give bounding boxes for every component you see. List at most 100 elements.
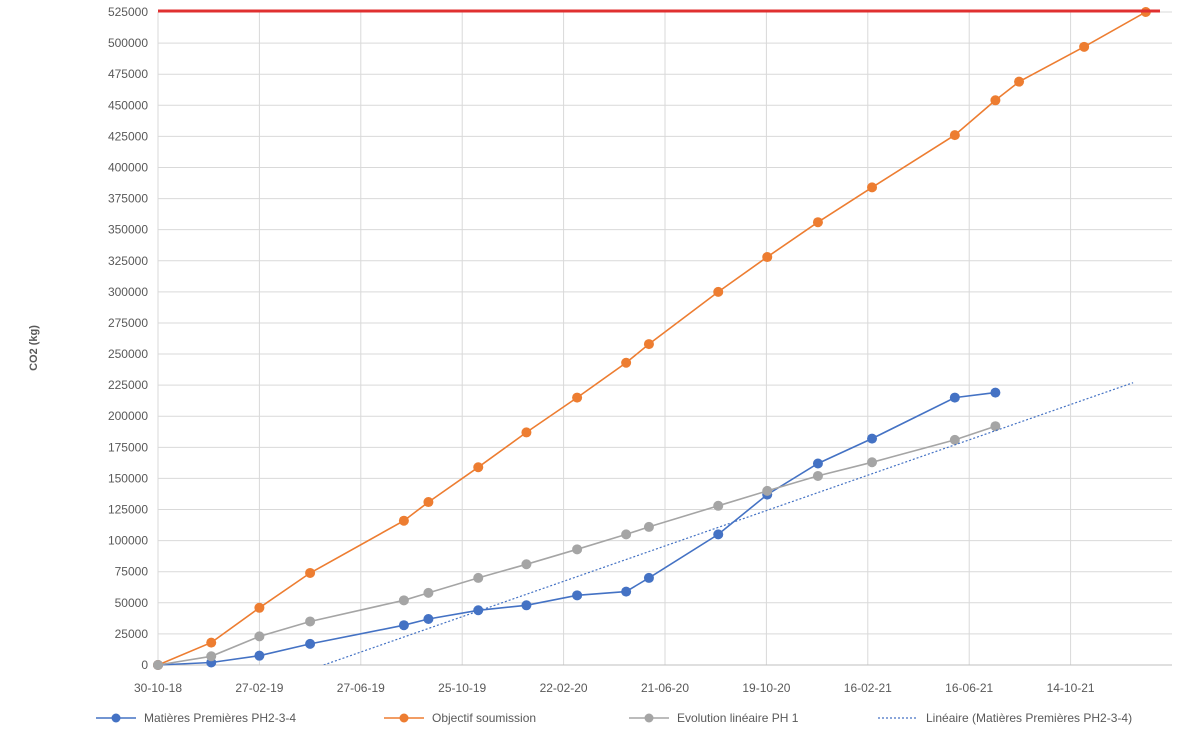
x-axis-tick-labels: 30-10-18 27-02-19 27-06-19 25-10-19 22-02-20… xyxy=(134,681,1095,695)
y-tick-label: 500000 xyxy=(108,36,148,50)
y-tick-label: 175000 xyxy=(108,440,148,454)
y-tick-label: 25000 xyxy=(115,627,149,641)
legend-label: Linéaire (Matières Premières PH2-3-4) xyxy=(926,711,1132,725)
data-point xyxy=(990,387,1001,398)
series-1 xyxy=(153,7,1151,670)
data-point xyxy=(949,392,960,403)
data-point xyxy=(949,130,960,141)
data-point xyxy=(812,217,823,228)
data-point xyxy=(1079,41,1090,52)
y-tick-label: 100000 xyxy=(108,534,148,548)
y-tick-label: 200000 xyxy=(108,409,148,423)
y-tick-label: 325000 xyxy=(108,254,148,268)
y-tick-label: 450000 xyxy=(108,98,148,112)
data-point xyxy=(423,587,434,598)
y-tick-label: 300000 xyxy=(108,285,148,299)
data-point xyxy=(473,462,484,473)
x-tick-label: 22-02-20 xyxy=(540,681,588,695)
legend-item: Linéaire (Matières Premières PH2-3-4) xyxy=(878,711,1132,725)
legend-marker xyxy=(111,713,121,723)
data-point xyxy=(305,616,316,627)
legend: Matières Premières PH2-3-4 Objectif soumi… xyxy=(96,711,1132,725)
data-point xyxy=(206,637,217,648)
data-point xyxy=(643,339,654,350)
y-tick-label: 475000 xyxy=(108,67,148,81)
x-tick-label: 27-02-19 xyxy=(235,681,283,695)
data-point xyxy=(398,620,409,631)
data-point xyxy=(305,567,316,578)
y-tick-label: 150000 xyxy=(108,471,148,485)
y-axis-title: CO2 (kg) xyxy=(28,325,40,371)
data-point xyxy=(1014,76,1025,87)
x-tick-label: 27-06-19 xyxy=(337,681,385,695)
y-tick-label: 525000 xyxy=(108,5,148,19)
y-tick-label: 275000 xyxy=(108,316,148,330)
x-tick-label: 14-10-21 xyxy=(1047,681,1095,695)
data-point xyxy=(521,559,532,570)
x-tick-label: 21-06-20 xyxy=(641,681,689,695)
y-tick-label: 50000 xyxy=(115,596,149,610)
y-tick-label: 225000 xyxy=(108,378,148,392)
legend-item: Evolution linéaire PH 1 xyxy=(629,711,799,725)
plot-area xyxy=(153,7,1160,670)
data-point xyxy=(812,470,823,481)
data-point xyxy=(254,631,265,642)
data-point xyxy=(521,600,532,611)
data-point xyxy=(398,515,409,526)
y-tick-label: 125000 xyxy=(108,503,148,517)
legend-label: Evolution linéaire PH 1 xyxy=(677,711,799,725)
series-2 xyxy=(153,421,1001,670)
x-tick-label: 16-02-21 xyxy=(844,681,892,695)
data-point xyxy=(423,497,434,508)
x-tick-label: 19-10-20 xyxy=(742,681,790,695)
data-point xyxy=(713,500,724,511)
data-point xyxy=(867,457,878,468)
y-tick-label: 250000 xyxy=(108,347,148,361)
data-point xyxy=(621,586,632,597)
data-point xyxy=(521,427,532,438)
y-tick-label: 75000 xyxy=(115,565,149,579)
data-point xyxy=(713,529,724,540)
data-point xyxy=(473,572,484,583)
x-tick-label: 30-10-18 xyxy=(134,681,182,695)
series-0 xyxy=(153,387,1001,670)
data-point xyxy=(572,544,583,555)
y-tick-label: 0 xyxy=(141,658,148,672)
series-line xyxy=(157,11,1147,666)
data-point xyxy=(423,613,434,624)
data-point xyxy=(572,392,583,403)
data-point xyxy=(398,595,409,606)
data-point xyxy=(572,590,583,601)
data-point xyxy=(762,485,773,496)
data-point xyxy=(621,357,632,368)
y-tick-label: 400000 xyxy=(108,160,148,174)
legend-item: Objectif soumission xyxy=(384,711,536,725)
data-point xyxy=(762,252,773,263)
data-point xyxy=(867,433,878,444)
data-point xyxy=(812,458,823,469)
y-tick-label: 425000 xyxy=(108,129,148,143)
data-point xyxy=(206,651,217,662)
legend-marker xyxy=(644,713,654,723)
x-tick-label: 16-06-21 xyxy=(945,681,993,695)
legend-label: Matières Premières PH2-3-4 xyxy=(144,711,296,725)
data-point xyxy=(643,572,654,583)
data-point xyxy=(713,286,724,297)
data-point xyxy=(867,182,878,193)
data-point xyxy=(621,529,632,540)
data-point xyxy=(153,660,163,670)
y-tick-label: 350000 xyxy=(108,223,148,237)
data-point xyxy=(254,602,265,613)
data-point xyxy=(990,421,1001,432)
data-point xyxy=(990,95,1001,106)
y-tick-label: 375000 xyxy=(108,192,148,206)
legend-label: Objectif soumission xyxy=(432,711,536,725)
y-axis-tick-labels: 0 25000 50000 75000 100000 125000 150000 175000… xyxy=(108,5,148,672)
data-point xyxy=(643,521,654,532)
data-point xyxy=(254,650,265,661)
legend-marker xyxy=(399,713,409,723)
data-point xyxy=(949,434,960,445)
x-tick-label: 25-10-19 xyxy=(438,681,486,695)
